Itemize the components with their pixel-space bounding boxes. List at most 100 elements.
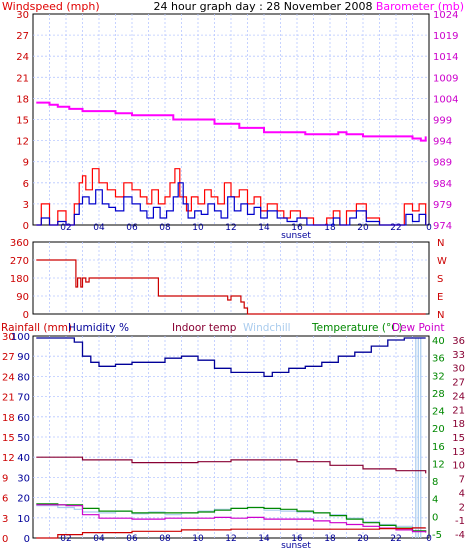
temperature-axis-title: Temperature (°C) bbox=[311, 322, 403, 334]
x-tick-label: 20 bbox=[357, 534, 369, 544]
rain-tick-label: 24 bbox=[2, 372, 15, 383]
temperature-tick-label: 8 bbox=[432, 477, 438, 488]
sunset-label-bottom: sunset bbox=[281, 541, 311, 551]
secondary-temperature-tick-label: 33 bbox=[452, 350, 465, 361]
windspeed-tick-label: 15 bbox=[16, 116, 29, 127]
secondary-temperature-tick-label: 13 bbox=[452, 447, 465, 458]
barometer-tick-label: 979 bbox=[433, 200, 452, 211]
direction-compass-tick-label: N bbox=[437, 310, 444, 321]
windspeed-tick-label: 0 bbox=[23, 221, 29, 232]
secondary-temperature-tick-label: 2 bbox=[459, 502, 465, 513]
humidity-tick-label: 40 bbox=[17, 453, 30, 464]
rain-tick-label: 12 bbox=[2, 453, 15, 464]
direction-degree-tick-label: 0 bbox=[23, 310, 29, 321]
humidity-tick-label: 100 bbox=[11, 332, 30, 343]
barometer-axis-title: Barometer (mb) bbox=[376, 0, 464, 13]
x-tick-label: 10 bbox=[192, 534, 204, 544]
x-tick-label: 14 bbox=[258, 534, 270, 544]
humidity-tick-label: 90 bbox=[17, 352, 30, 363]
direction-degree-tick-label: 180 bbox=[10, 274, 29, 285]
x-tick-label: 08 bbox=[159, 534, 171, 544]
windspeed-tick-label: 30 bbox=[16, 10, 29, 21]
rain-tick-label: 21 bbox=[2, 393, 15, 404]
windspeed-tick-label: 24 bbox=[16, 52, 29, 63]
temperature-tick-label: 28 bbox=[432, 389, 445, 400]
rainfall-axis-title: Rainfall (mm) bbox=[1, 322, 72, 334]
x-tick-label: 06 bbox=[126, 223, 138, 233]
windspeed-tick-label: 9 bbox=[23, 158, 29, 169]
barometer-tick-label: 1019 bbox=[433, 31, 458, 42]
data-series bbox=[36, 101, 427, 539]
temperature-tick-label: 36 bbox=[432, 354, 445, 365]
windspeed-tick-label: 6 bbox=[23, 179, 29, 190]
humidity-tick-label: 10 bbox=[17, 514, 30, 525]
dewpoint-series-line bbox=[36, 504, 427, 533]
x-tick-label: 16 bbox=[291, 534, 303, 544]
rain-tick-label: 6 bbox=[2, 494, 8, 505]
temperature-tick-label: 16 bbox=[432, 442, 445, 453]
windspeed-tick-label: 18 bbox=[16, 94, 29, 105]
barometer-tick-label: 1024 bbox=[433, 10, 458, 21]
x-tick-label: 06 bbox=[126, 534, 138, 544]
secondary-temperature-tick-label: -4 bbox=[455, 530, 465, 541]
humidity-axis-title: Humidity % bbox=[68, 322, 129, 334]
windspeed-axis-title: Windspeed (mph) bbox=[2, 0, 100, 13]
barometer-tick-label: 984 bbox=[433, 179, 452, 190]
x-tick-label: 12 bbox=[225, 223, 236, 233]
secondary-temperature-tick-label: 21 bbox=[452, 405, 465, 416]
secondary-temperature-tick-label: 10 bbox=[452, 461, 465, 472]
direction-compass-tick-label: N bbox=[437, 238, 444, 249]
barometer-tick-label: 1014 bbox=[433, 52, 458, 63]
humidity-tick-label: 80 bbox=[17, 372, 30, 383]
temperature-tick-label: -5 bbox=[432, 530, 442, 541]
temperature-tick-label: 4 bbox=[432, 495, 438, 506]
indoor-temp-label: Indoor temp bbox=[172, 322, 237, 334]
barometer-tick-label: 1009 bbox=[433, 73, 458, 84]
x-tick-label: 22 bbox=[390, 534, 401, 544]
x-tick-label: 08 bbox=[159, 223, 171, 233]
x-tick-label: 02 bbox=[60, 223, 71, 233]
direction-degree-tick-label: 90 bbox=[16, 292, 29, 303]
x-tick-label: 12 bbox=[225, 534, 236, 544]
barometer-tick-label: 999 bbox=[433, 116, 452, 127]
windspeed-tick-label: 27 bbox=[16, 31, 29, 42]
x-tick-label: 22 bbox=[390, 223, 401, 233]
humidity-tick-label: 20 bbox=[17, 494, 30, 505]
x-tick-label: 16 bbox=[291, 223, 303, 233]
rainfall-series-line bbox=[36, 527, 426, 539]
x-tick-label: 0 bbox=[426, 223, 432, 233]
x-tick-label: 04 bbox=[93, 223, 105, 233]
x-tick-label: 20 bbox=[357, 223, 369, 233]
rain-tick-label: 3 bbox=[2, 514, 8, 525]
direction-compass-tick-label: S bbox=[437, 274, 443, 285]
humidity-tick-label: 0 bbox=[24, 534, 30, 545]
secondary-temperature-tick-label: 7 bbox=[459, 475, 465, 486]
secondary-temperature-tick-label: 15 bbox=[452, 433, 465, 444]
windspeed-tick-label: 21 bbox=[16, 73, 29, 84]
rain-tick-label: 27 bbox=[2, 352, 15, 363]
secondary-temperature-tick-label: 4 bbox=[459, 488, 465, 499]
barometer-tick-label: 1004 bbox=[433, 94, 458, 105]
rain-tick-label: 30 bbox=[2, 332, 15, 343]
temperature-tick-label: 12 bbox=[432, 459, 445, 470]
direction-degree-tick-label: 360 bbox=[10, 238, 29, 249]
x-tick-label: 18 bbox=[324, 534, 336, 544]
chart-title: 24 hour graph day : 28 November 2008 bbox=[153, 0, 372, 13]
x-tick-label: 10 bbox=[192, 223, 204, 233]
humidity-tick-label: 50 bbox=[17, 433, 30, 444]
temperature-tick-label: 40 bbox=[432, 336, 445, 347]
direction-series-line bbox=[36, 259, 426, 315]
windchill-label: Windchill bbox=[243, 322, 291, 334]
barometer-tick-label: 989 bbox=[433, 158, 452, 169]
temperature-series-line bbox=[36, 503, 427, 532]
windspeed-tick-label: 12 bbox=[16, 137, 29, 148]
direction-compass-tick-label: W bbox=[437, 256, 447, 267]
indoor-series-line bbox=[36, 456, 427, 474]
secondary-temperature-tick-label: 27 bbox=[452, 378, 465, 389]
direction-degree-tick-label: 270 bbox=[10, 256, 29, 267]
barometer-series-line bbox=[36, 101, 427, 142]
x-tick-label: 18 bbox=[324, 223, 336, 233]
